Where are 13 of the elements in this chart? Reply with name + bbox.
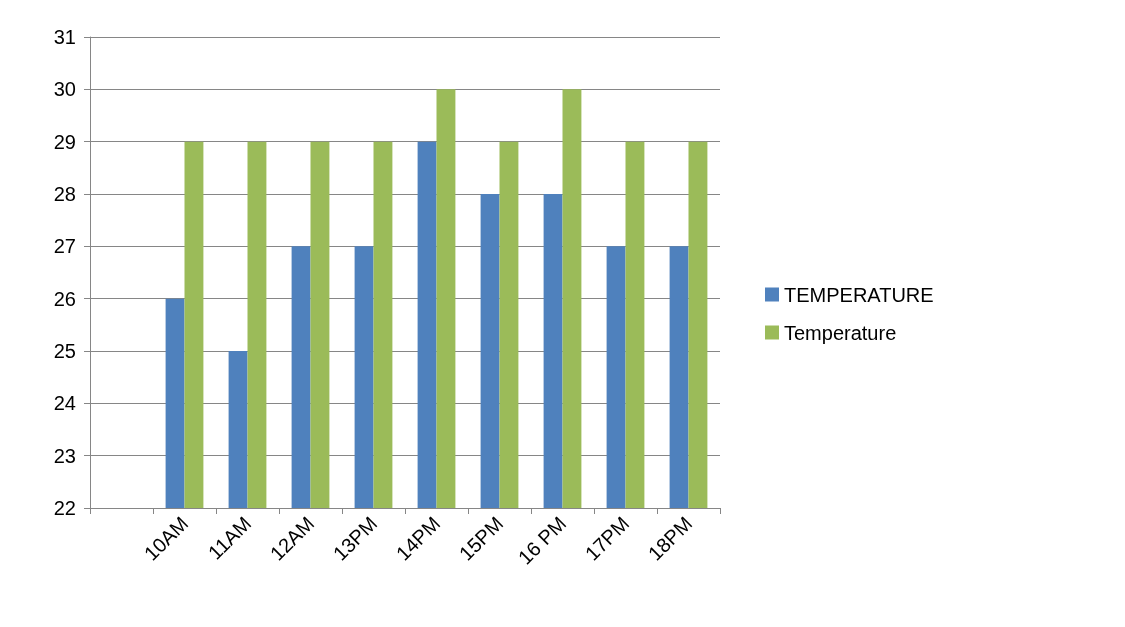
- y-tick-label: 27: [53, 235, 76, 258]
- y-tick-label: 28: [53, 183, 76, 205]
- x-tick-label: 16 PM: [513, 512, 571, 569]
- legend-label: Temperature: [784, 321, 897, 344]
- legend-label: TEMPERATURE: [784, 283, 934, 306]
- y-tick-label: 22: [53, 497, 76, 519]
- y-tick-label: 25: [53, 340, 76, 362]
- y-tick-label: 26: [53, 287, 76, 310]
- y-tick-label: 29: [53, 130, 76, 153]
- y-tick-label: 30: [53, 78, 76, 101]
- y-tick-label: 24: [53, 392, 76, 415]
- y-tick-label: 31: [53, 26, 76, 48]
- y-tick-label: 23: [53, 444, 76, 467]
